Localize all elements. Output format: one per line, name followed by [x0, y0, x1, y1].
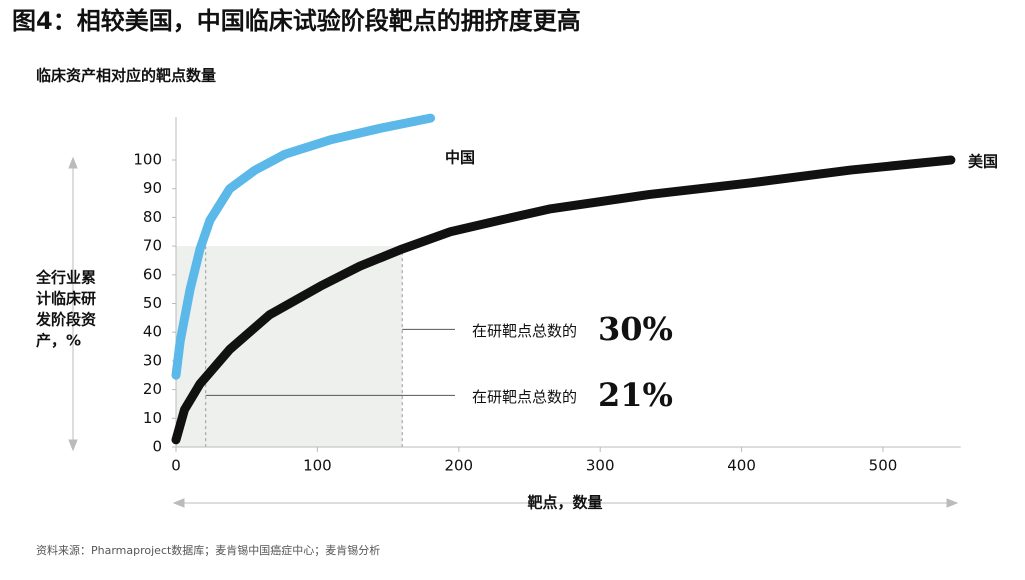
- x-axis-label: 靶点，数量: [527, 494, 602, 512]
- x-tick-label: 400: [727, 457, 756, 475]
- y-tick-label: 40: [143, 323, 162, 341]
- y-tick-label: 60: [143, 265, 162, 283]
- y-tick-label: 70: [143, 237, 162, 255]
- y-axis-label: 全行业累: [35, 269, 96, 287]
- y-axis-label: 计临床研: [36, 290, 96, 308]
- y-tick-label: 0: [152, 438, 162, 456]
- y-tick-label: 80: [143, 208, 162, 226]
- source: 资料来源：Pharmaproject数据库；麦肯锡中国癌症中心；麦肯锡分析: [36, 543, 380, 557]
- x-arrow: [172, 498, 959, 508]
- x-tick-label: 300: [586, 457, 615, 475]
- chart-subtitle: 临床资产相对应的靶点数量: [36, 67, 216, 85]
- x-tick-label: 0: [171, 457, 181, 475]
- y-tick-label: 10: [143, 409, 162, 427]
- y-tick-label: 90: [143, 179, 162, 197]
- y-tick-label: 100: [133, 151, 162, 169]
- annotation-text: 在研靶点总数的: [472, 322, 577, 340]
- y-tick-label: 30: [143, 351, 162, 369]
- annotation-text: 在研靶点总数的: [472, 388, 577, 406]
- series-label: 中国: [445, 149, 475, 167]
- x-tick-label: 200: [444, 457, 473, 475]
- chart-title: 图4：相较美国，中国临床试验阶段靶点的拥挤度更高: [12, 7, 581, 35]
- highlight-area: [176, 246, 403, 447]
- y-tick-label: 20: [143, 380, 162, 398]
- y-axis-label: 发阶段资: [35, 311, 96, 329]
- annotation-value: 21%: [598, 376, 673, 414]
- y-tick-label: 50: [143, 294, 162, 312]
- annotation-value: 30%: [598, 310, 673, 348]
- x-tick-label: 500: [869, 457, 898, 475]
- y-arrow: [68, 156, 78, 452]
- series-label: 美国: [968, 153, 998, 171]
- series-line: [171, 113, 436, 380]
- series-line: [171, 155, 956, 445]
- x-tick-label: 100: [303, 457, 332, 475]
- y-axis-label: 产，%: [36, 332, 81, 350]
